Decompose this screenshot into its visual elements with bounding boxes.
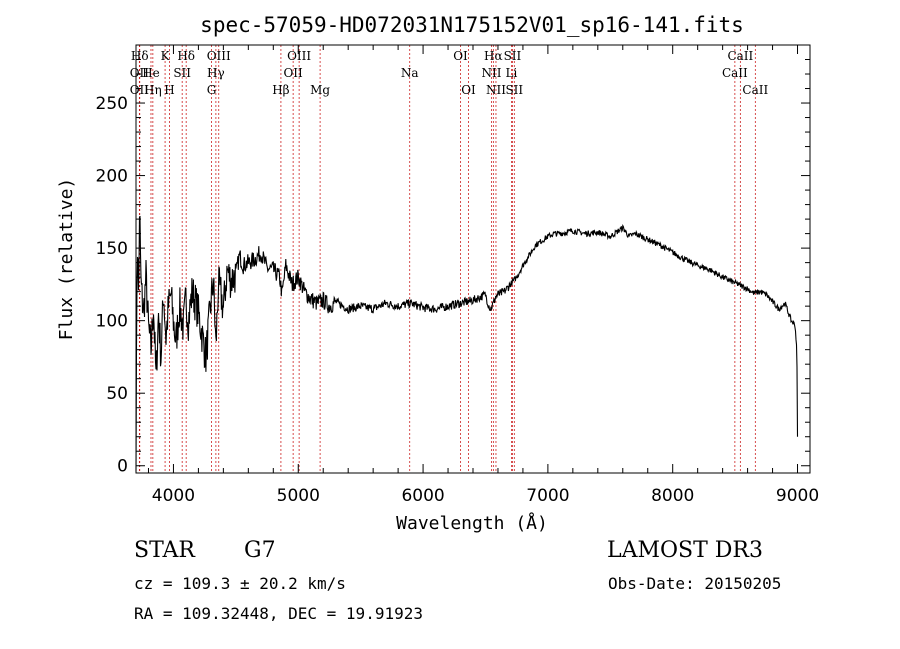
- x-tick-label: 7000: [526, 486, 569, 506]
- line-label-oi: OI: [453, 49, 468, 63]
- line-label-k: K: [161, 49, 171, 63]
- x-axis-ticks: 4000 5000 6000 7000 8000 9000: [147, 45, 819, 506]
- line-label-sii: SII: [173, 66, 191, 80]
- x-tick-label: 6000: [401, 486, 444, 506]
- chart-title: spec-57059-HD072031N175152V01_sp16-141.f…: [200, 13, 744, 37]
- y-tick-label: 100: [96, 312, 128, 332]
- x-tick-label: 5000: [277, 486, 320, 506]
- line-label-na: Na: [401, 66, 419, 80]
- line-label-oii: OII: [283, 66, 303, 80]
- survey-name: LAMOST DR3: [607, 538, 763, 563]
- emission-line-markers: [138, 45, 756, 473]
- line-label-nii: NII: [486, 83, 506, 97]
- line-label-oi: OI: [461, 83, 476, 97]
- line-label-li: Li: [506, 66, 518, 80]
- x-tick-label: 4000: [152, 486, 195, 506]
- x-tick-label: 8000: [651, 486, 694, 506]
- line-label-h: H: [164, 83, 174, 97]
- line-label-he: He: [142, 66, 160, 80]
- line-label-hδ: Hδ: [177, 49, 195, 63]
- y-tick-label: 50: [106, 384, 128, 404]
- line-label-hα: Hα: [484, 49, 503, 63]
- line-label-nii: NII: [481, 66, 501, 80]
- object-class: STAR: [134, 538, 195, 563]
- line-label-sii: SII: [504, 49, 522, 63]
- line-label-oiii: OIII: [207, 49, 231, 63]
- line-label-g: G: [207, 83, 217, 97]
- line-label-caii: CaII: [727, 49, 753, 63]
- line-label-hη: Hη: [144, 83, 162, 97]
- redshift-velocity: cz = 109.3 ± 20.2 km/s: [134, 574, 346, 593]
- line-label-mg: Mg: [310, 83, 330, 97]
- line-label-hβ: Hβ: [272, 83, 289, 97]
- object-subclass: G7: [244, 538, 276, 563]
- y-tick-label: 250: [96, 94, 128, 114]
- x-axis-label: Wavelength (Å): [396, 512, 548, 534]
- y-tick-label: 200: [96, 167, 128, 187]
- line-label-sii: SII: [505, 83, 523, 97]
- line-label-hδ: Hδ: [131, 49, 149, 63]
- observation-date: Obs-Date: 20150205: [608, 574, 782, 593]
- y-axis-ticks: 0 50 100 150 200 250: [96, 44, 810, 477]
- coordinates: RA = 109.32448, DEC = 19.91923: [134, 604, 423, 623]
- line-label-oii: OII: [130, 83, 150, 97]
- line-label-oii: OII: [130, 66, 150, 80]
- line-label-hγ: Hγ: [207, 66, 225, 80]
- y-tick-label: 0: [117, 457, 128, 477]
- x-tick-label: 9000: [776, 486, 819, 506]
- spectrum-series-line: [135, 215, 799, 472]
- y-axis-label: Flux (relative): [56, 178, 77, 341]
- line-label-caii: CaII: [722, 66, 748, 80]
- line-label-caii: CaII: [742, 83, 768, 97]
- line-label-oiii: OIII: [287, 49, 311, 63]
- y-tick-label: 150: [96, 239, 128, 259]
